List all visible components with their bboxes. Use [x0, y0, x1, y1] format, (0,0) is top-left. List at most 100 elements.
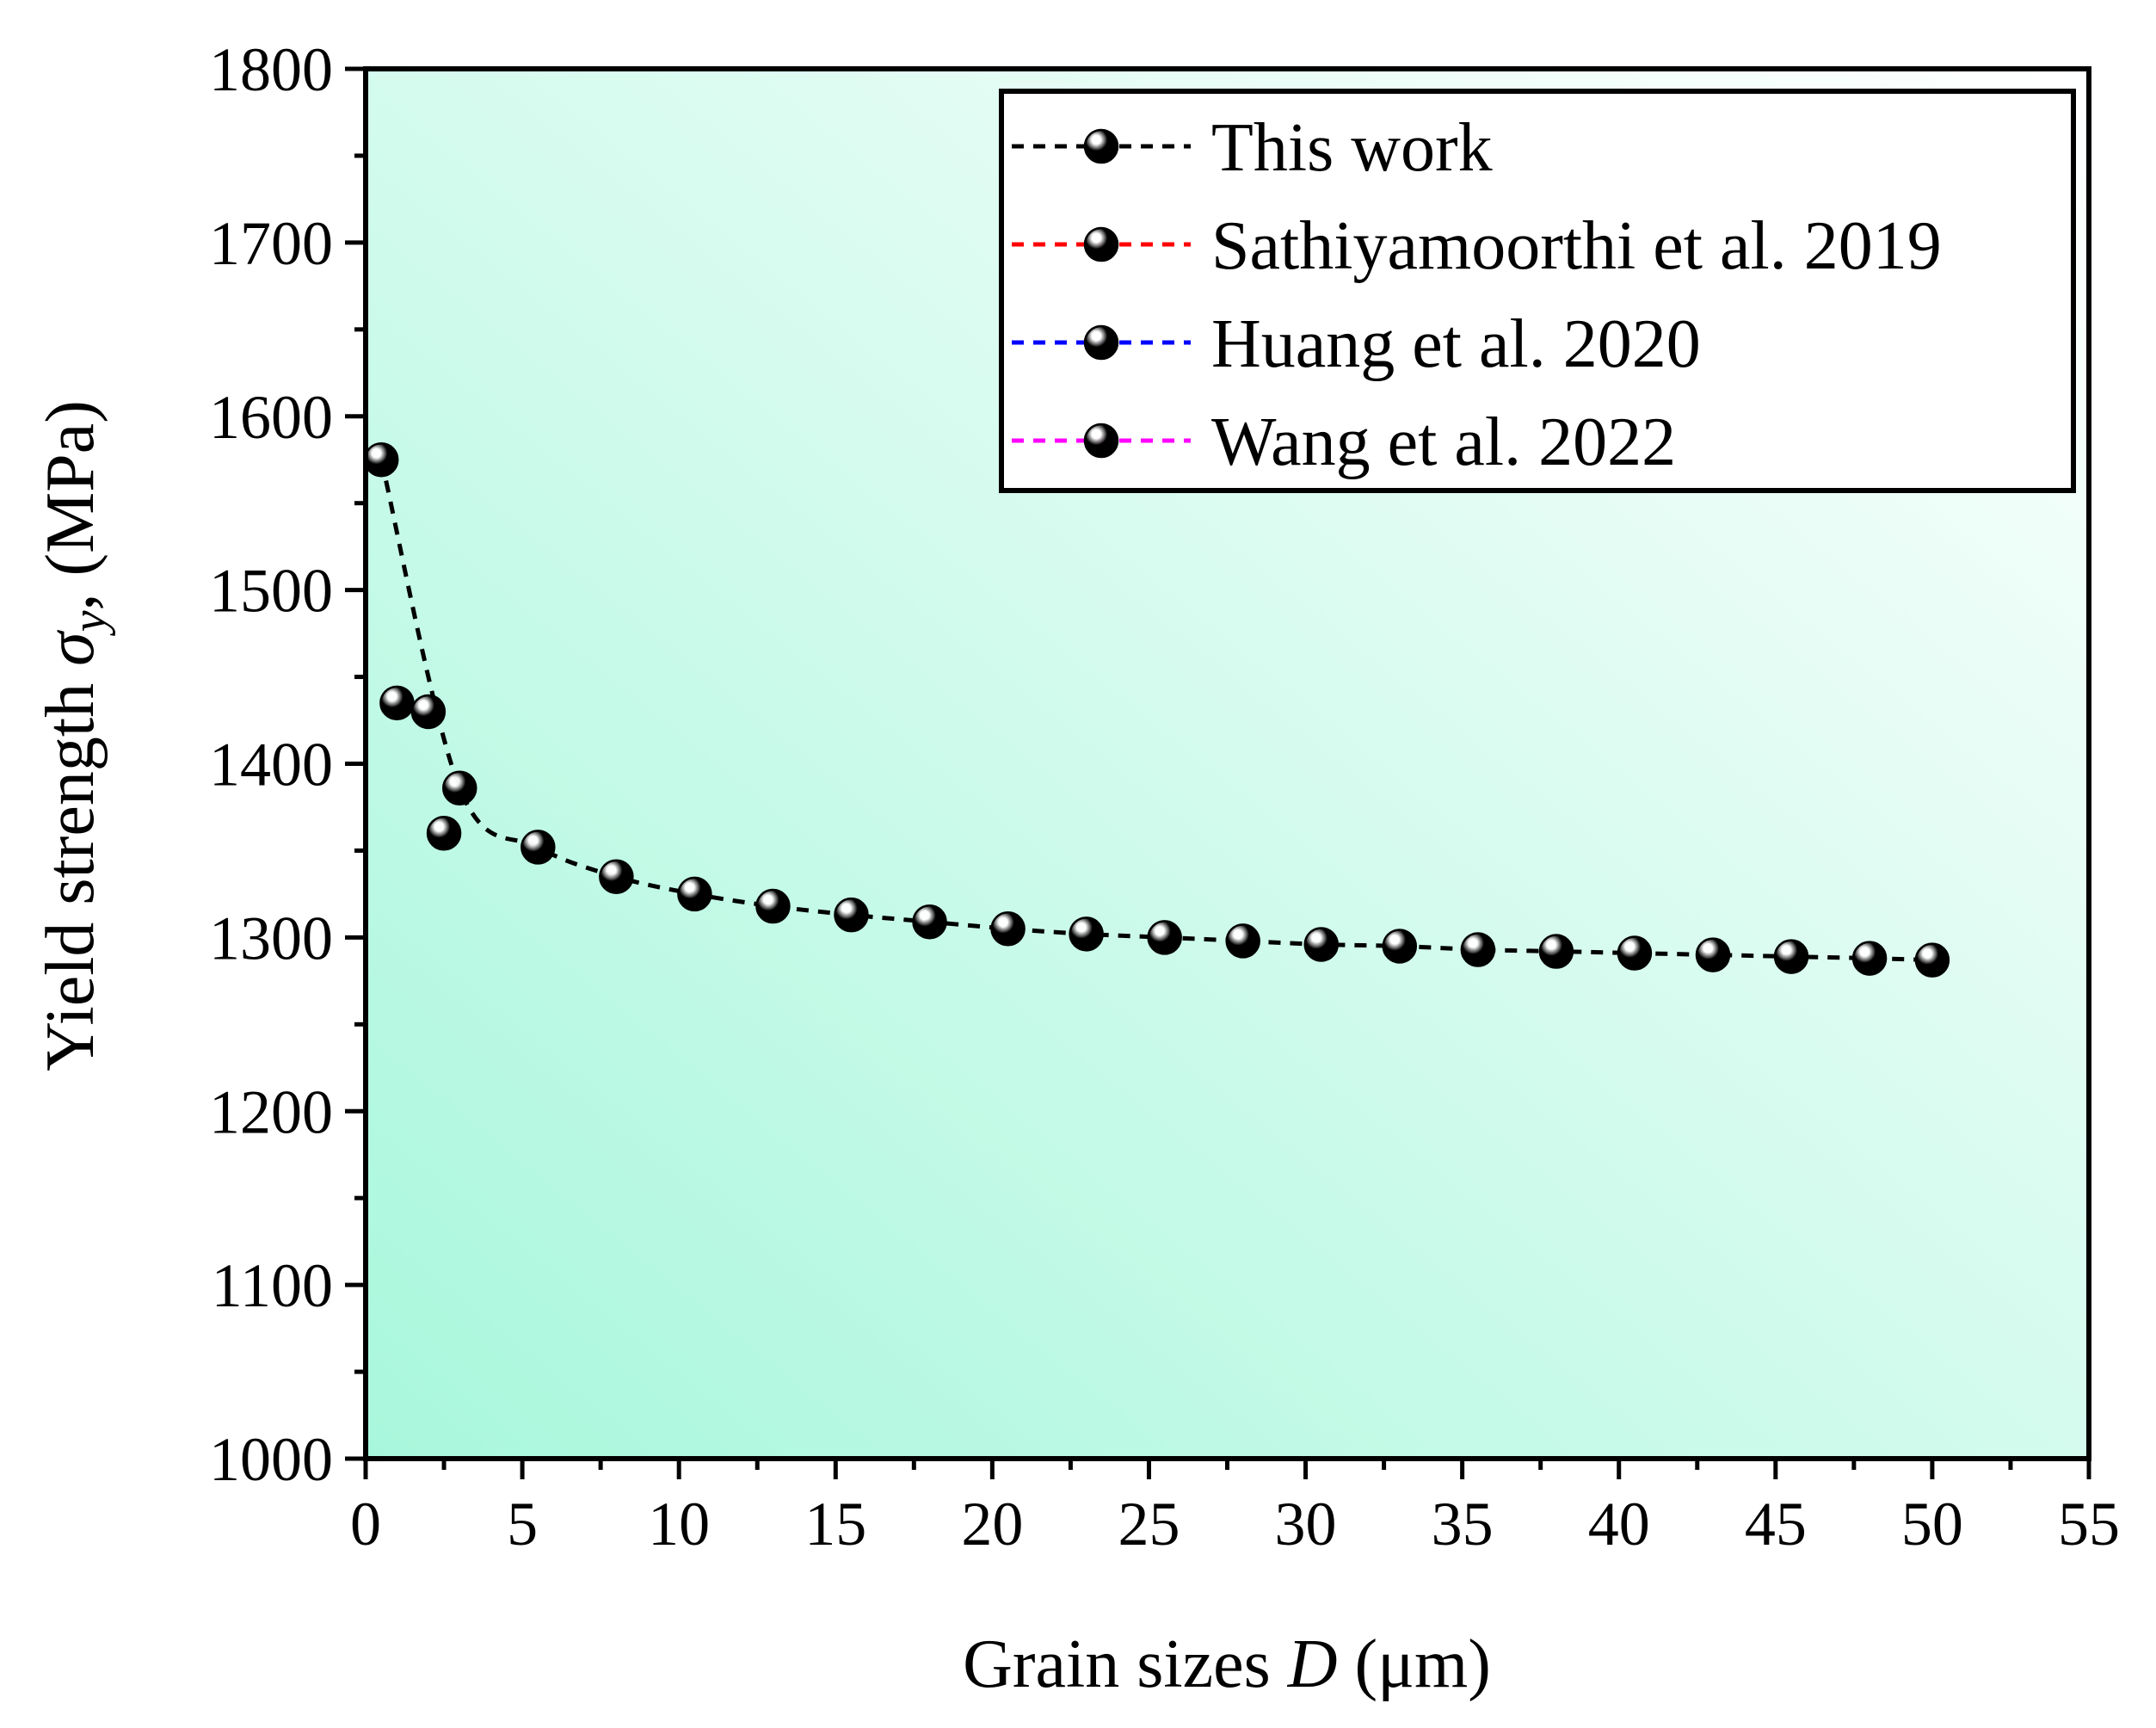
x-tick-label: 45 — [1745, 1490, 1807, 1558]
data-point-this-work — [1303, 927, 1340, 962]
data-point-this-work — [834, 897, 869, 933]
y-tick-label: 1200 — [209, 1077, 333, 1146]
legend-marker-body — [1083, 324, 1119, 361]
legend-entry: Sathiyamoorthi et al. 2019 — [1012, 208, 1942, 284]
x-tick-label: 5 — [507, 1490, 538, 1558]
y-tick-label: 1300 — [209, 904, 333, 972]
data-point-this-work-body — [1851, 941, 1888, 976]
data-point-this-work — [755, 888, 791, 924]
data-point-this-work-body — [912, 904, 947, 940]
x-tick-label: 10 — [648, 1490, 710, 1558]
legend-entry: This work — [1012, 110, 1493, 186]
data-point-this-work — [599, 859, 634, 894]
data-point-huang-et-al-2020 — [410, 694, 447, 730]
y-axis-title: Yield strength σy, (MPa) — [33, 400, 116, 1071]
series-huang-et-al-2020 — [410, 694, 447, 730]
legend-label: Huang et al. 2020 — [1211, 306, 1701, 382]
data-point-this-work-body — [1069, 916, 1104, 952]
y-axis-title-prefix: Yield strength — [33, 666, 108, 1071]
legend-entry: Huang et al. 2020 — [1012, 306, 1701, 382]
data-point-this-work — [990, 911, 1026, 947]
x-tick-label: 25 — [1118, 1490, 1180, 1558]
x-tick-label: 0 — [350, 1490, 381, 1558]
data-point-this-work-body — [834, 897, 869, 933]
data-point-this-work-body — [1914, 942, 1950, 978]
x-tick-label: 20 — [961, 1490, 1023, 1558]
plot-frame — [363, 66, 2091, 1461]
data-point-this-work-body — [1695, 937, 1731, 972]
data-point-this-work-body — [1147, 920, 1182, 955]
legend-box — [999, 89, 2076, 493]
data-point-this-work-body — [1538, 934, 1574, 969]
data-point-this-work — [1617, 935, 1653, 971]
x-tick-label: 35 — [1432, 1490, 1494, 1558]
y-tick-label: 1500 — [209, 557, 333, 626]
data-point-this-work-body — [1303, 927, 1340, 962]
legend-marker-body — [1083, 226, 1119, 262]
data-point-this-work — [1773, 939, 1809, 974]
legend-marker-body — [1083, 423, 1119, 459]
y-tick-label: 1100 — [212, 1251, 333, 1320]
legend: This work Sathiyamoorthi et al. 2019 Huang… — [999, 89, 2076, 493]
data-point-this-work — [1851, 941, 1888, 976]
data-point-this-work-body — [1460, 932, 1496, 967]
x-tick-label: 55 — [2058, 1490, 2120, 1558]
data-point-this-work — [1538, 934, 1574, 969]
legend-entry: Wang et al. 2022 — [1012, 404, 1676, 480]
legend-label: Wang et al. 2022 — [1211, 404, 1676, 480]
data-point-this-work-body — [1617, 935, 1653, 971]
data-point-wang-et-al-2022 — [426, 816, 462, 851]
data-point-this-work — [1460, 932, 1496, 967]
legend-marker — [1083, 423, 1119, 459]
data-point-this-work-body — [1773, 939, 1809, 974]
data-point-this-work — [912, 904, 947, 940]
x-tick-label: 30 — [1275, 1490, 1337, 1558]
y-tick-label: 1700 — [209, 209, 333, 278]
y-axis-title-var: σ — [33, 630, 108, 666]
series-layer — [363, 441, 1950, 978]
data-point-this-work-body — [442, 770, 477, 806]
data-point-this-work — [1147, 920, 1182, 955]
data-point-this-work-body — [363, 441, 399, 478]
data-point-sathiyamoorthi-et-al-2019-body — [379, 685, 415, 721]
data-point-this-work-body — [755, 888, 791, 924]
data-point-this-work-body — [599, 859, 634, 894]
data-point-this-work — [677, 876, 712, 912]
data-point-this-work — [1069, 916, 1104, 952]
y-axis-title-sub: y — [63, 610, 116, 636]
data-point-this-work-body — [990, 911, 1026, 947]
data-point-this-work — [363, 441, 399, 478]
legend-marker — [1083, 324, 1119, 361]
y-tick-label: 1800 — [209, 35, 333, 104]
legend-marker — [1083, 128, 1119, 164]
series-line-this-work — [379, 459, 1932, 963]
x-axis-title-suffix: (μm) — [1338, 1626, 1491, 1702]
x-axis-title: Grain sizes D (μm) — [963, 1626, 1491, 1702]
y-tick-label: 1400 — [209, 731, 333, 799]
data-point-this-work — [1225, 923, 1260, 959]
x-axis-title-var: D — [1287, 1626, 1338, 1702]
x-tick-label: 40 — [1588, 1490, 1650, 1558]
data-point-this-work-body — [677, 876, 712, 912]
data-point-sathiyamoorthi-et-al-2019 — [379, 685, 415, 721]
legend-label: Sathiyamoorthi et al. 2019 — [1211, 208, 1942, 284]
data-point-this-work-body — [1382, 929, 1418, 964]
legend-marker — [1083, 226, 1119, 262]
series-this-work — [363, 441, 1950, 978]
series-wang-et-al-2022 — [426, 816, 462, 851]
x-axis-title-prefix: Grain sizes — [963, 1626, 1288, 1702]
y-tick-label: 1600 — [209, 383, 333, 452]
data-point-this-work-body — [1225, 923, 1260, 959]
data-point-this-work — [442, 770, 477, 806]
x-tick-label: 50 — [1901, 1490, 1963, 1558]
y-axis-title-suffix: , (MPa) — [33, 400, 108, 610]
data-point-this-work — [1914, 942, 1950, 978]
data-point-wang-et-al-2022-body — [426, 816, 462, 851]
data-point-this-work — [1382, 929, 1418, 964]
axes-layer: 0 5 10 15 20 25 30 35 40 45 50 55 1000 1100 1200 1300 14… — [209, 35, 2120, 1558]
legend-label: This work — [1211, 110, 1493, 186]
legend-marker-body — [1083, 128, 1119, 164]
series-sathiyamoorthi-et-al-2019 — [379, 685, 415, 721]
y-tick-label: 1000 — [209, 1425, 333, 1494]
